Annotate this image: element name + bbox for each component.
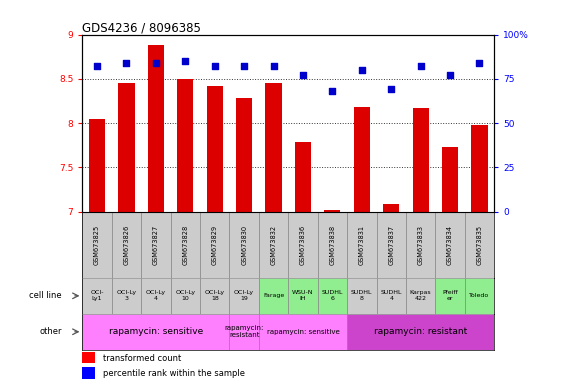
Bar	[89, 119, 105, 212]
Point	[122, 60, 131, 66]
Bar	[288, 278, 318, 314]
Bar	[354, 107, 370, 212]
Bar	[324, 210, 340, 212]
Text: GSM673829: GSM673829	[212, 225, 218, 265]
Text: OCI-Ly
18: OCI-Ly 18	[204, 290, 225, 301]
Bar	[471, 125, 487, 212]
Bar	[259, 314, 347, 350]
Bar	[200, 278, 229, 314]
Bar	[383, 204, 399, 212]
Text: GSM673835: GSM673835	[477, 225, 482, 265]
Text: transformed count: transformed count	[103, 354, 181, 363]
Bar	[82, 278, 112, 314]
Bar	[112, 212, 141, 278]
Bar	[377, 278, 406, 314]
Text: OCI-Ly
4: OCI-Ly 4	[146, 290, 166, 301]
Text: GSM673828: GSM673828	[182, 225, 189, 265]
Bar	[347, 314, 494, 350]
Text: OCI-Ly
19: OCI-Ly 19	[234, 290, 254, 301]
Point	[475, 60, 484, 66]
Bar	[442, 147, 458, 212]
Text: rapamycin:
resistant: rapamycin: resistant	[224, 325, 264, 338]
Bar	[318, 212, 347, 278]
Text: GSM673827: GSM673827	[153, 225, 159, 265]
Bar	[412, 108, 429, 212]
Bar	[406, 278, 435, 314]
Text: Pfeiff
er: Pfeiff er	[442, 290, 458, 301]
Text: OCI-Ly
10: OCI-Ly 10	[176, 290, 195, 301]
Text: GSM673834: GSM673834	[447, 225, 453, 265]
Point	[445, 72, 454, 78]
Point	[240, 63, 249, 70]
Point	[181, 58, 190, 64]
Bar	[82, 314, 229, 350]
Bar	[465, 212, 494, 278]
Bar	[148, 45, 164, 212]
Text: percentile rank within the sample: percentile rank within the sample	[103, 369, 245, 378]
Text: GSM673833: GSM673833	[417, 225, 424, 265]
Text: other: other	[39, 327, 62, 336]
Bar	[112, 278, 141, 314]
Text: cell line: cell line	[29, 291, 62, 300]
Point	[328, 88, 337, 94]
Bar	[177, 79, 193, 212]
Text: GSM673830: GSM673830	[241, 225, 247, 265]
Bar	[200, 212, 229, 278]
Bar	[465, 278, 494, 314]
Text: OCI-Ly
3: OCI-Ly 3	[116, 290, 136, 301]
Point	[298, 72, 307, 78]
Point	[357, 67, 366, 73]
Bar	[347, 212, 377, 278]
Bar	[406, 212, 435, 278]
Bar	[377, 212, 406, 278]
Bar	[118, 83, 135, 212]
Point	[387, 86, 396, 93]
Text: GSM673837: GSM673837	[388, 225, 394, 265]
Point	[269, 63, 278, 70]
Bar	[207, 86, 223, 212]
Text: Karpas
422: Karpas 422	[410, 290, 432, 301]
Bar	[295, 142, 311, 212]
Bar	[435, 212, 465, 278]
Bar	[435, 278, 465, 314]
Text: Toledo: Toledo	[469, 293, 490, 298]
Text: SUDHL
6: SUDHL 6	[321, 290, 343, 301]
Text: SUDHL
4: SUDHL 4	[381, 290, 402, 301]
Bar	[236, 98, 252, 212]
Bar	[347, 278, 377, 314]
Bar	[141, 278, 170, 314]
Point	[416, 63, 425, 70]
Text: SUDHL
8: SUDHL 8	[351, 290, 373, 301]
Text: rapamycin: sensitive: rapamycin: sensitive	[266, 329, 339, 335]
Text: GSM673831: GSM673831	[359, 225, 365, 265]
Bar	[82, 212, 112, 278]
Bar	[170, 278, 200, 314]
Bar	[229, 278, 259, 314]
Text: GSM673836: GSM673836	[300, 225, 306, 265]
Bar	[170, 212, 200, 278]
Bar	[229, 314, 259, 350]
Text: GSM673832: GSM673832	[270, 225, 277, 265]
Bar	[288, 212, 318, 278]
Text: GSM673826: GSM673826	[123, 225, 130, 265]
Text: GDS4236 / 8096385: GDS4236 / 8096385	[82, 22, 201, 35]
Bar	[265, 83, 282, 212]
Point	[210, 63, 219, 70]
Text: rapamycin: resistant: rapamycin: resistant	[374, 327, 467, 336]
Point	[151, 60, 160, 66]
Bar	[82, 367, 95, 379]
Point	[93, 63, 102, 70]
Text: GSM673825: GSM673825	[94, 225, 100, 265]
Bar	[82, 352, 95, 363]
Text: Farage: Farage	[263, 293, 284, 298]
Text: GSM673838: GSM673838	[329, 225, 335, 265]
Text: OCI-
Ly1: OCI- Ly1	[90, 290, 104, 301]
Bar	[318, 278, 347, 314]
Bar	[141, 212, 170, 278]
Bar	[229, 212, 259, 278]
Text: rapamycin: sensitive: rapamycin: sensitive	[108, 327, 203, 336]
Text: WSU-N
IH: WSU-N IH	[292, 290, 314, 301]
Bar	[259, 278, 288, 314]
Bar	[259, 212, 288, 278]
